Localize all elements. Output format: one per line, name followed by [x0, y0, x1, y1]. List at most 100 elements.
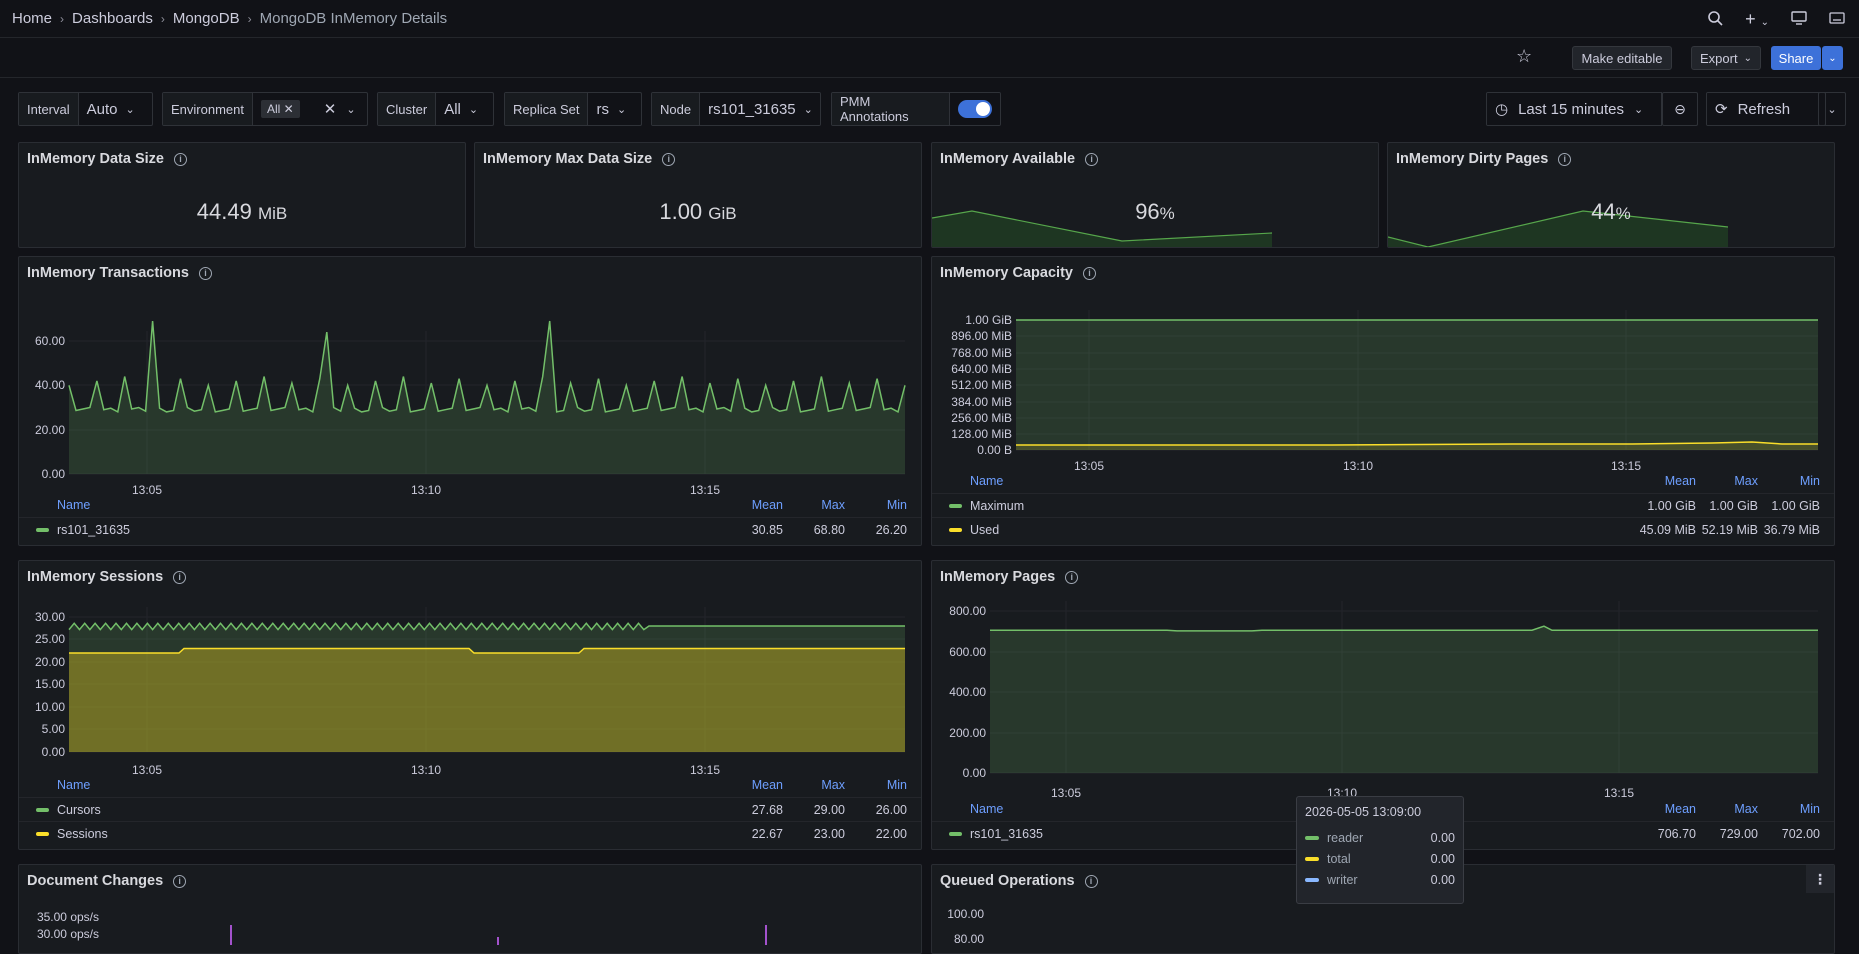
x-tick: 13:05 [132, 483, 162, 497]
legend-header-name[interactable]: Name [57, 778, 91, 792]
y-tick: 400.00 [949, 685, 986, 699]
cluster-label: Cluster [378, 93, 437, 125]
interval-variable[interactable]: Interval Auto ⌄ [18, 92, 153, 126]
legend-header-max[interactable]: Max [1734, 802, 1758, 816]
legend-max: 23.00 [813, 826, 845, 841]
chevron-down-icon: ⌄ [1828, 52, 1837, 64]
legend-header-max[interactable]: Max [821, 498, 845, 512]
legend-row[interactable]: Maximum 1.00 GiB 1.00 GiB 1.00 GiB [932, 493, 1834, 517]
environment-variable[interactable]: Environment All ✕ ✕ ⌄ [162, 92, 368, 126]
top-nav-bar: Home › Dashboards › MongoDB › MongoDB In… [0, 0, 1859, 38]
legend-max: 52.19 MiB [1701, 522, 1758, 537]
breadcrumb-home[interactable]: Home [12, 10, 53, 27]
y-tick: 30.00 ops/s [37, 927, 99, 941]
time-range-picker[interactable]: ◷ Last 15 minutes ⌄ [1486, 92, 1662, 126]
panel-title-text: Document Changes [27, 873, 164, 889]
legend-header-name[interactable]: Name [57, 498, 91, 512]
panel-sessions: InMemory Sessions i 30.00 25.00 20.00 15.00 1… [18, 560, 922, 850]
legend-series-name: Sessions [57, 826, 108, 841]
make-editable-button[interactable]: Make editable [1572, 46, 1672, 70]
info-icon[interactable]: i [1082, 266, 1096, 280]
keyboard-icon[interactable] [1829, 11, 1845, 27]
info-icon[interactable]: i [174, 152, 187, 166]
search-icon[interactable] [1707, 10, 1723, 29]
share-menu-button[interactable]: ⌄ [1822, 46, 1843, 70]
export-button[interactable]: Export ⌄ [1691, 46, 1761, 70]
legend-header-name[interactable]: Name [970, 802, 1004, 816]
y-tick: 10.00 [35, 700, 65, 714]
info-icon[interactable]: i [1065, 570, 1079, 584]
y-tick: 1.00 GiB [965, 313, 1012, 327]
tooltip-row: reader 0.00 [1305, 827, 1455, 848]
legend-header-name[interactable]: Name [970, 474, 1004, 488]
legend-header-max[interactable]: Max [1734, 474, 1758, 488]
zoom-out-button[interactable]: ⊖ [1662, 92, 1698, 126]
info-icon[interactable]: i [173, 570, 187, 584]
y-tick: 640.00 MiB [951, 362, 1012, 376]
info-icon[interactable]: i [1085, 152, 1099, 166]
node-label: Node [652, 93, 701, 125]
panel-menu-icon[interactable]: ⋮ [1806, 865, 1834, 893]
replica-set-select[interactable]: rs ⌄ [588, 93, 635, 125]
legend-header-min[interactable]: Min [886, 778, 907, 792]
environment-select[interactable]: All ✕ ✕ ⌄ [252, 93, 364, 125]
monitor-icon[interactable] [1791, 10, 1807, 28]
info-icon[interactable]: i [1558, 152, 1572, 166]
interval-value: Auto [86, 100, 118, 118]
legend-mean: 1.00 GiB [1647, 498, 1696, 513]
legend-series-name: rs101_31635 [970, 826, 1043, 841]
cluster-select[interactable]: All ⌄ [436, 93, 487, 125]
panel-title: InMemory Max Data Size i [483, 151, 676, 167]
series-swatch [36, 807, 49, 812]
document-changes-chart: 35.00 ops/s 30.00 ops/s [37, 910, 767, 945]
stat-unit: % [1615, 204, 1631, 223]
legend-header-min[interactable]: Min [1799, 474, 1820, 488]
cursors-series-area [69, 623, 905, 752]
interval-select[interactable]: Auto ⌄ [78, 93, 143, 125]
star-icon[interactable]: ☆ [1516, 46, 1533, 66]
add-icon[interactable]: + ⌄ [1745, 8, 1769, 29]
refresh-button[interactable]: ⟳ Refresh [1706, 92, 1826, 126]
legend-row[interactable]: rs101_31635 30.85 68.80 26.20 [19, 517, 921, 541]
panel-title: InMemory Transactions i [27, 265, 212, 281]
legend-header-mean[interactable]: Mean [751, 778, 783, 792]
y-tick: 0.00 [42, 745, 66, 759]
legend-header-min[interactable]: Min [886, 498, 907, 512]
node-value: rs101_31635 [708, 100, 796, 118]
legend-header-min[interactable]: Min [1799, 802, 1820, 816]
info-icon[interactable]: i [662, 152, 676, 166]
legend-row[interactable]: Used 45.09 MiB 52.19 MiB 36.79 MiB [932, 517, 1834, 541]
x-tick: 13:05 [132, 763, 162, 777]
y-tick: 256.00 MiB [951, 411, 1012, 425]
info-icon[interactable]: i [1084, 874, 1098, 888]
legend-min: 702.00 [1781, 826, 1820, 841]
close-icon[interactable]: ✕ [283, 102, 294, 116]
share-button[interactable]: Share [1771, 46, 1821, 70]
replica-set-variable[interactable]: Replica Set rs ⌄ [504, 92, 642, 126]
legend-header-mean[interactable]: Mean [1664, 802, 1696, 816]
clear-icon[interactable]: ✕ [323, 101, 337, 118]
info-icon[interactable]: i [173, 874, 187, 888]
annotations-variable[interactable]: PMM Annotations [831, 92, 1001, 126]
info-icon[interactable]: i [198, 266, 212, 280]
legend-header-max[interactable]: Max [821, 778, 845, 792]
chevron-right-icon: › [160, 11, 165, 26]
legend-row[interactable]: Cursors 27.68 29.00 26.00 [19, 797, 921, 821]
annotations-toggle[interactable] [958, 100, 992, 118]
sessions-series-line [69, 647, 905, 654]
panel-title-text: Queued Operations [940, 873, 1075, 889]
refresh-interval-button[interactable]: ⌄ [1818, 92, 1846, 126]
x-tick: 13:15 [1604, 786, 1634, 800]
cluster-variable[interactable]: Cluster All ⌄ [377, 92, 494, 126]
tooltip-series: writer [1327, 872, 1358, 887]
series-swatch [1305, 856, 1319, 861]
node-select[interactable]: rs101_31635 ⌄ [700, 93, 820, 125]
breadcrumb-mongodb[interactable]: MongoDB [172, 10, 240, 27]
legend-header: Name Mean Max Min [932, 469, 1834, 493]
legend-row[interactable]: Sessions 22.67 23.00 22.00 [19, 821, 921, 845]
breadcrumb-dashboards[interactable]: Dashboards [72, 10, 153, 27]
legend-header-mean[interactable]: Mean [751, 498, 783, 512]
node-variable[interactable]: Node rs101_31635 ⌄ [651, 92, 821, 126]
legend-header-mean[interactable]: Mean [1664, 474, 1696, 488]
series-swatch [949, 527, 962, 532]
